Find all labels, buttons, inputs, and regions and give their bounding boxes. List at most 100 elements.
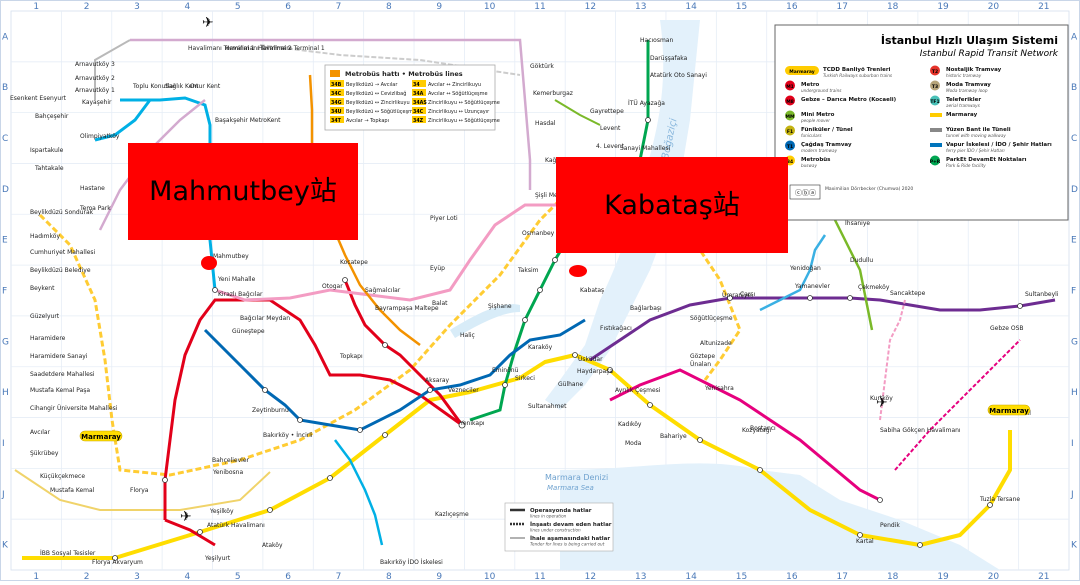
marmara-sea [560,463,1000,570]
station-label: Haramidere Sanayi [30,353,88,360]
grid-col-label-bottom: 20 [988,572,1000,581]
station-label: Beylikdüzü Belediye [30,267,91,274]
metrobus-route-badge [330,80,344,87]
legend-badge-text: Marmaray [789,69,815,75]
line-t1 [203,318,586,432]
marmaray-badge-west-text: Marmaray [81,433,121,441]
legend-sublabel: aerial tramways [946,103,981,108]
station-label: Göktürk [530,63,554,70]
airport-icon-ataturk: ✈ [180,509,192,525]
grid-col-label-bottom: 11 [534,572,545,581]
map-subtitle: Istanbul Rapid Transit Network [920,49,1059,59]
mahmutbey-callout: Mahmutbey站 [128,143,358,240]
metrobus-icon [330,70,340,77]
legend-sublabel: busway [801,163,817,168]
metrobus-route-badge [412,107,426,114]
legend-badge [785,95,795,106]
map-inner-frame [10,10,1070,571]
legend-label: Füniküler / Tünel [801,127,853,133]
station-label: Bağcılar Meydan [240,315,290,322]
grid-col-label-bottom: 21 [1038,572,1049,581]
station-label: Haydarpaşa [577,368,613,375]
grid-col-label-top: 9 [436,2,442,12]
grid-col-label-top: 1 [33,2,39,12]
line-metrobus-west [14,469,271,511]
station-label: Sancaktepe [890,290,926,297]
station-label: Zeytinburnu [252,407,289,414]
station-label: Sabiha Gökçen Havalimanı [880,427,961,434]
station-label: Beykent [30,285,55,292]
legend-label: Moda Tramvay [946,82,991,88]
station-label: Şükrübey [30,450,59,457]
station-label: Başakşehir MetroKent [215,117,281,124]
metrobus-route-code: 34A [413,91,424,97]
station-label: Altunizade [700,340,732,347]
grid-row-label-left: G [2,337,9,347]
legend-badge-text: P+R [930,159,941,165]
station-label: Küçükçekmece [40,473,85,480]
station-label: Cihangir Üniversite Mahallesi [30,405,118,412]
station-label: Yenikapı [459,420,485,427]
grid-col-label-top: 8 [386,2,392,12]
station-label: Yenidoğan [789,265,821,272]
station-label: Bakırköy • İncirli [263,432,313,439]
metrobus-route-badge [330,116,344,123]
station-label: Karaköy [528,344,553,351]
station-label: Yenisahra [704,385,734,392]
legend-label: Gebze – Darıca Metro (Kocaeli) [801,97,897,103]
line-m3-west [94,99,152,142]
grid-col-label-bottom: 8 [386,572,392,581]
legend-badge-text: T2 [932,69,938,75]
station-label: Söğütlüçeşme [690,315,733,322]
station-label: Onur Kent [190,83,221,90]
legend-label: Teleferikler [946,97,981,103]
line-m1-airport [164,518,216,547]
legend-swatch [930,128,942,132]
cc-icon: ⓒⓑⓐ [795,189,816,197]
station-label: Kadıköy [618,421,642,428]
station-label: Tuzla Tersane [979,496,1020,503]
legend-label: Mini Metro [801,112,835,118]
station-label: Yeni Mahalle [217,276,256,283]
grid-col-label-top: 3 [134,2,140,12]
metrobus-route-code: 34C [331,91,342,97]
legend-label: Metrobüs [801,157,831,163]
legend-badge-text: T1 [787,144,793,150]
construction-legend-label: İnşaatı devam eden hatlar [530,521,612,528]
station-label: Havalimanı Terminal 1 [188,45,255,52]
station-label: Mahmutbey [213,253,249,260]
legend-swatch [930,113,942,117]
station-label: Kayaşehir [82,99,112,106]
station-label: Florya [130,487,149,494]
station-label: Havalimanı Terminal 2 [225,45,292,52]
grid-row-label-left: C [2,134,8,144]
legend-badge [785,125,795,136]
station-label: Avcılar [30,429,51,436]
legend-badge-text: 34 [787,159,793,165]
grid-row-label-left: F [2,287,7,297]
grid-row-label-right: A [1071,32,1078,42]
station-label: Gayrettepe [590,108,624,115]
airport-icon-saw: ✈ [876,395,888,411]
legend-sublabel: people mover [800,118,830,123]
construction-legend-sublabel: lines under construction [530,528,581,533]
station-label: Ayrılık Çeşmesi [615,387,661,394]
metrobus-route-desc: Avcılar ↔ Söğütlüçeşme [428,90,488,97]
station-label: Moda [625,440,642,447]
metrobus-legend-box: Metrobüs hattı • Metrobüs lines 34B Beyli… [324,64,500,131]
line-grey-b [259,44,521,76]
station-label: Kemerburgaz [533,90,573,97]
station-label: Taksim [517,267,539,274]
metrobus-route-badge [330,98,344,105]
metrobus-route-desc: Beylikdüzü ↔ Söğütlüçeşme [346,108,416,115]
grid-col-label-bottom: 18 [887,572,899,581]
station-label: İTÜ Ayazağa [628,100,665,107]
airport-icon-ist: ✈ [202,15,214,31]
station-label: Ünalan [690,361,711,368]
station-label: Otogar [322,283,343,290]
grid-col-label-top: 7 [336,2,342,12]
grid-row-label-right: F [1071,287,1076,297]
metrobus-route-desc: Zincirlikuyu ↔ Söğütlüçeşme [428,117,500,124]
